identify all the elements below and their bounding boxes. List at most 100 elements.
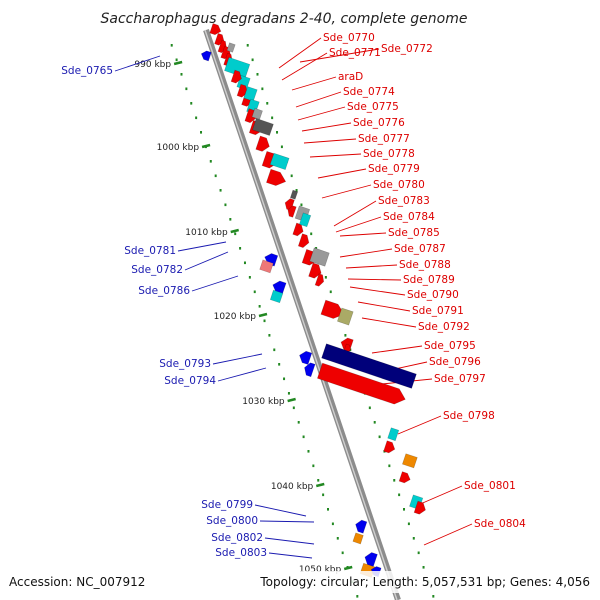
ruler-dot [185,87,188,91]
forward-gene [314,273,325,287]
leader-line [295,91,342,108]
ruler-dot [256,73,259,76]
ruler-dot [287,392,290,395]
accession-text: Accession: NC_007912 [9,575,145,589]
gene-label: Sde_0796 [429,356,481,368]
footer-background [0,571,600,593]
forward-gene [398,471,411,484]
leader-line [278,37,322,69]
ruler-dot [324,276,327,279]
ruler-tick [343,565,353,571]
ruler-dot [403,508,406,511]
leader-line [347,278,402,281]
ruler-dot [290,174,293,178]
ruler-dot [219,189,222,192]
ruler-dot [310,232,313,236]
forward-gene [209,23,222,36]
leader-line [254,504,307,517]
ruler-dot [251,58,254,62]
forward-gene [287,205,297,218]
leader-line [417,485,463,506]
leader-line [349,286,406,296]
forward-gene [320,299,345,319]
leader-line [317,168,367,179]
ruler-dot [327,508,330,511]
forward-gene-labels: Sde_0770 Sde_0771 Sde_0772 araD Sde_0774 Sde_… [323,32,526,530]
reverse-gene [304,362,316,378]
ruler-dot [248,276,251,279]
gene-label: Sde_0771 [329,47,381,59]
gene-label: Sde_0780 [373,179,425,191]
gene-label: Sde_0802 [211,532,263,544]
ruler-tick [258,312,268,318]
ruler-dot [300,203,303,207]
ruler-dot [268,334,271,337]
leader-line [281,52,328,81]
gene-label: Sde_0788 [399,259,451,271]
gene-label: Sde_0770 [323,32,375,44]
ruler-dot [307,450,310,453]
ruler-dot [234,232,237,236]
forward-gene [309,247,330,267]
reverse-gene [299,350,313,365]
ruler-dot [271,116,274,120]
ruler-tick-label: 1010 kbp [185,228,228,238]
forward-gene [413,500,426,515]
ruler-dot [341,551,344,555]
leader-line [335,216,382,233]
ruler-dot [312,464,315,468]
ruler-dot [388,464,391,468]
forward-gene [290,189,299,200]
leader-line [301,122,352,132]
ruler-dot [243,261,246,265]
ruler-tick [201,143,211,149]
gene-label: Sde_0791 [412,305,464,317]
leader-line [268,552,313,559]
gene-label: Sde_0772 [381,43,433,55]
ruler-dot [190,102,193,105]
ruler-dot [302,435,305,439]
leader-line [177,241,227,252]
reverse-gene [355,519,368,534]
forward-gene [292,222,304,237]
leader-line [212,353,263,365]
ruler-dot [263,319,266,323]
gene-label: Sde_0786 [138,285,190,297]
forward-gene [387,427,400,442]
ruler-dot [261,87,264,91]
leader-line [217,367,267,382]
ruler-dot [278,363,281,366]
ruler-dot [422,566,425,569]
gene-label: Sde_0795 [424,340,476,352]
gene-label: Sde_0775 [347,101,399,113]
leader-line [259,520,315,523]
ruler-tick-label: 1030 kbp [242,397,285,407]
reverse-gene-labels: Sde_0765 Sde_0781 Sde_0782 Sde_0786 Sde_0793… [61,65,267,559]
leader-line [371,345,423,354]
ruler-dot [224,203,227,207]
leader-line [114,55,161,72]
ruler-dot [398,493,401,497]
forward-gene [284,198,295,211]
forward-gene [269,152,290,170]
reverse-gene [352,532,364,545]
summary-text: Topology: circular; Length: 5,057,531 bp… [259,575,590,589]
gene-label: Sde_0777 [358,133,410,145]
gene-label: Sde_0794 [164,375,216,387]
ruler-dot [195,116,198,120]
ruler-dot [407,522,410,526]
gene-features [200,23,426,578]
gene-label: Sde_0804 [474,518,526,530]
gene-label: Sde_0779 [368,163,420,175]
ruler-tick-label: 1040 kbp [271,482,314,492]
ruler-tick [173,60,183,66]
leader-line [264,537,315,545]
forward-gene [252,118,274,136]
ruler-dot [266,102,269,105]
ruler-dot [253,290,256,294]
gene-label: Sde_0801 [464,480,516,492]
label-leaders [114,37,473,559]
forward-gene [299,212,312,228]
gene-label: Sde_0800 [206,515,258,527]
